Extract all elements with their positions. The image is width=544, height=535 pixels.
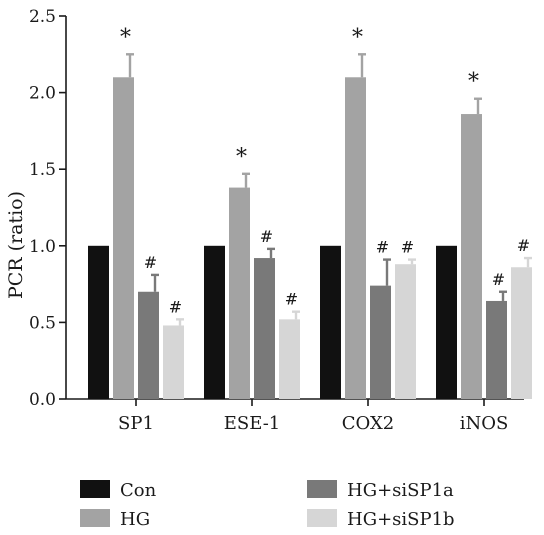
y-tick-label: 0.5 [29,313,56,333]
y-tick-label: 1.5 [29,160,56,180]
y-tick-label: 0.0 [29,390,56,410]
significance-asterisk: * [120,25,131,50]
bar [345,77,366,399]
legend-label: Con [120,480,157,501]
x-axis: SP1 ESE-1 COX2 iNOS [66,398,524,434]
bar [113,77,134,399]
x-tick-label: iNOS [460,413,509,434]
y-tick-label: 2.5 [29,7,56,27]
x-tick-label: COX2 [342,413,394,434]
significance-hash: # [169,297,182,316]
legend-label: HG+siSP1a [347,480,454,501]
legend-label: HG [120,509,150,530]
x-tick-label: ESE-1 [224,413,280,434]
bar [511,267,532,399]
significance-asterisk: * [352,25,363,50]
legend-swatch [307,509,337,527]
bar [138,291,159,399]
bar [436,245,457,399]
bar [395,264,416,399]
y-axis: 0.0 0.5 1.0 1.5 2.0 2.5 [29,7,67,410]
legend-swatch [307,480,337,498]
bar [461,114,482,399]
y-tick-label: 1.0 [29,237,56,257]
bar [254,258,275,399]
significance-asterisk: * [468,70,479,95]
significance-hash: # [144,253,157,272]
legend-swatch [80,509,110,527]
significance-hash: # [285,290,298,309]
significance-asterisk: * [236,145,247,170]
bar [163,325,184,399]
y-axis-label: PCR (ratio) [5,191,27,299]
y-tick-label: 2.0 [29,84,56,104]
significance-marks-layer: * # # * # # * # # * # # [120,25,530,316]
bar [204,245,225,399]
bar [229,187,250,399]
significance-hash: # [492,270,505,289]
error-bars-layer [126,53,532,326]
bar [486,300,507,399]
bars-layer [88,77,532,399]
significance-hash: # [376,238,389,257]
bar [370,285,391,399]
x-tick-label: SP1 [118,413,154,434]
legend: Con HG HG+siSP1a HG+siSP1b [80,480,455,530]
bar [279,319,300,399]
bar [88,245,109,399]
legend-label: HG+siSP1b [347,509,455,530]
significance-hash: # [517,236,530,255]
significance-hash: # [260,227,273,246]
legend-swatch [80,480,110,498]
significance-hash: # [401,238,414,257]
bar [320,245,341,399]
